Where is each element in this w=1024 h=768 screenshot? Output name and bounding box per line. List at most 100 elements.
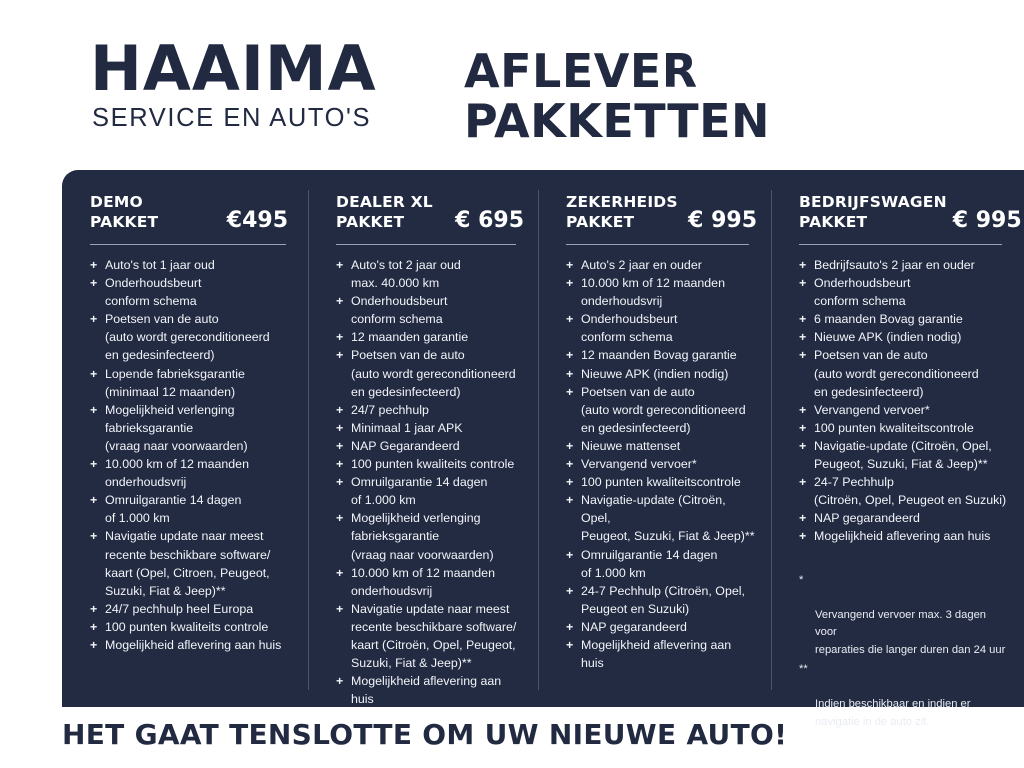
footnotes: * Vervangend vervoer max. 3 dagen voor r…	[799, 572, 1010, 732]
package-header: DEALER XL PAKKET € 695	[336, 193, 524, 232]
list-item: +12 maanden garantie	[336, 328, 524, 346]
plus-icon: +	[336, 601, 344, 616]
feature-text: Omruilgarantie 14 dagen of 1.000 km	[581, 547, 718, 580]
package-column-bedrijfswagen: BEDRIJFSWAGEN PAKKET € 995 + Bedrijfsauto…	[771, 170, 1024, 728]
list-item: +24-7 Pechhulp (Citroën, Opel, Peugeot e…	[799, 473, 1010, 509]
feature-text: 6 maanden Bovag garantie	[814, 312, 963, 327]
plus-icon: +	[566, 438, 574, 453]
package-column-demo: DEMO PAKKET €495 + Auto's tot 1 jaar oud …	[62, 170, 308, 707]
feature-text: Poetsen van de auto (auto wordt gerecond…	[105, 312, 270, 363]
footnote-text: Vervangend vervoer max. 3 dagen voor rep…	[815, 608, 1006, 656]
feature-text: Poetsen van de auto (auto wordt gerecond…	[351, 348, 516, 399]
plus-icon: +	[336, 330, 344, 345]
feature-text: Poetsen van de auto (auto wordt gerecond…	[581, 384, 746, 435]
footnote: ** Indien beschikbaar en indien er navig…	[799, 661, 1006, 731]
feature-text: Onderhoudsbeurt conform schema	[581, 312, 678, 345]
list-item: +10.000 km of 12 maanden onderhoudsvrij	[566, 274, 757, 310]
feature-text: 12 maanden garantie	[351, 330, 469, 345]
plus-icon: +	[336, 420, 344, 435]
list-item: + Navigatie-update (Citroën, Opel, Peugeo…	[566, 491, 757, 545]
list-item: + Mogelijkheid verlenging fabrieksgaranti…	[336, 509, 524, 563]
plus-icon: +	[90, 601, 98, 616]
plus-icon: +	[799, 276, 807, 291]
packages-panel: DEMO PAKKET €495 + Auto's tot 1 jaar oud …	[62, 170, 1024, 728]
feature-text: Onderhoudsbeurt conform schema	[105, 276, 202, 309]
footnote: * Vervangend vervoer max. 3 dagen voor r…	[799, 572, 1006, 660]
feature-text: Poetsen van de auto (auto wordt gerecond…	[814, 348, 979, 399]
feature-text: Navigatie-update (Citroën, Opel, Peugeot…	[814, 438, 992, 472]
package-title: ZEKERHEIDS PAKKET	[566, 193, 678, 231]
plus-icon: +	[799, 475, 807, 490]
plus-icon: +	[90, 366, 98, 381]
feature-list: + Auto's tot 1 jaar oud + Onderhoudsbeurt …	[90, 256, 294, 654]
plus-icon: +	[90, 529, 98, 544]
list-item: + Omruilgarantie 14 dagen of 1.000 km	[90, 491, 294, 527]
plus-icon: +	[566, 348, 574, 363]
list-item: + Navigatie-update (Citroën, Opel, Peugeo…	[799, 437, 1010, 473]
feature-text: 24-7 Pechhulp (Citroën, Opel, Peugeot en…	[814, 475, 1007, 508]
feature-text: Onderhoudsbeurt conform schema	[814, 276, 911, 309]
plus-icon: +	[90, 258, 98, 272]
plus-icon: +	[566, 475, 574, 490]
feature-text: Auto's tot 1 jaar oud	[105, 258, 215, 272]
footnote-marker: **	[799, 663, 808, 675]
list-item: + Nieuwe mattenset	[566, 437, 757, 455]
header-divider	[799, 244, 1002, 245]
package-column-dealer-xl: DEALER XL PAKKET € 695 + Auto's tot 2 jaa…	[308, 170, 538, 707]
list-item: + Navigatie update naar meest recente bes…	[90, 527, 294, 599]
plus-icon: +	[566, 619, 574, 634]
feature-text: Navigatie update naar meest recente besc…	[351, 601, 517, 671]
header-divider	[90, 244, 286, 245]
feature-text: 10.000 km of 12 maanden onderhoudsvrij	[351, 565, 495, 598]
brand-logo: HAAIMA SERVICE EN AUTO'S	[90, 38, 420, 133]
list-item: + Poetsen van de auto (auto wordt gerecon…	[336, 346, 524, 400]
feature-text: Onderhoudsbeurt conform schema	[351, 294, 448, 327]
plus-icon: +	[336, 348, 344, 363]
plus-icon: +	[799, 402, 807, 417]
list-item: +100 punten kwaliteits controle	[90, 618, 294, 636]
feature-text: Navigatie-update (Citroën, Opel, Peugeot…	[581, 493, 755, 544]
plus-icon: +	[799, 511, 807, 526]
package-column-zekerheids: ZEKERHEIDS PAKKET € 995 + Auto's 2 jaar e…	[538, 170, 771, 707]
list-item: + NAP gegarandeerd	[566, 618, 757, 636]
list-item: + Poetsen van de auto (auto wordt gerecon…	[566, 383, 757, 437]
feature-text: NAP gegarandeerd	[581, 619, 687, 634]
feature-text: NAP gegarandeerd	[814, 511, 920, 526]
package-price: € 995	[952, 208, 1022, 233]
feature-text: NAP Gegarandeerd	[351, 438, 460, 453]
header-divider	[566, 244, 749, 245]
feature-text: Nieuwe APK (indien nodig)	[814, 330, 962, 345]
list-item: +100 punten kwaliteitscontrole	[566, 473, 757, 491]
plus-icon: +	[566, 493, 574, 508]
plus-icon: +	[336, 438, 344, 453]
footnote-marker: *	[799, 573, 804, 586]
feature-text: Nieuwe APK (indien nodig)	[581, 366, 729, 381]
feature-text: 24/7 pechhulp heel Europa	[105, 601, 254, 616]
plus-icon: +	[566, 312, 574, 327]
plus-icon: +	[566, 583, 574, 598]
feature-text: Mogelijkheid verlenging fabrieksgarantie…	[105, 402, 248, 453]
plus-icon: +	[336, 511, 344, 526]
feature-text: Auto's tot 2 jaar oud max. 40.000 km	[351, 258, 461, 291]
feature-text: Omruilgarantie 14 dagen of 1.000 km	[105, 493, 242, 526]
feature-text: 10.000 km of 12 maanden onderhoudsvrij	[105, 457, 249, 490]
plus-icon: +	[566, 637, 574, 652]
list-item: + NAP Gegarandeerd	[336, 437, 524, 455]
feature-text: Omruilgarantie 14 dagen of 1.000 km	[351, 475, 488, 508]
feature-text: 100 punten kwaliteits controle	[351, 457, 515, 472]
package-header: DEMO PAKKET €495	[90, 193, 294, 232]
feature-text: 100 punten kwaliteits controle	[105, 619, 269, 634]
list-item: + Omruilgarantie 14 dagen of 1.000 km	[566, 546, 757, 582]
list-item: + NAP gegarandeerd	[799, 509, 1010, 527]
plus-icon: +	[336, 457, 344, 472]
feature-text: Nieuwe mattenset	[581, 438, 681, 453]
feature-text: Minimaal 1 jaar APK	[351, 420, 463, 435]
page-title-line-2: PAKKETTEN	[464, 94, 771, 148]
feature-text: Navigatie update naar meest recente besc…	[105, 529, 271, 598]
list-item: + Mogelijkheid aflevering aan huis	[566, 636, 757, 672]
list-item: + Onderhoudsbeurt conform schema	[336, 292, 524, 328]
list-item: + Auto's 2 jaar en ouder	[566, 256, 757, 274]
package-price: € 695	[455, 208, 524, 233]
list-item: + Mogelijkheid aflevering aan huis	[799, 527, 1010, 545]
package-price: € 995	[688, 208, 757, 233]
